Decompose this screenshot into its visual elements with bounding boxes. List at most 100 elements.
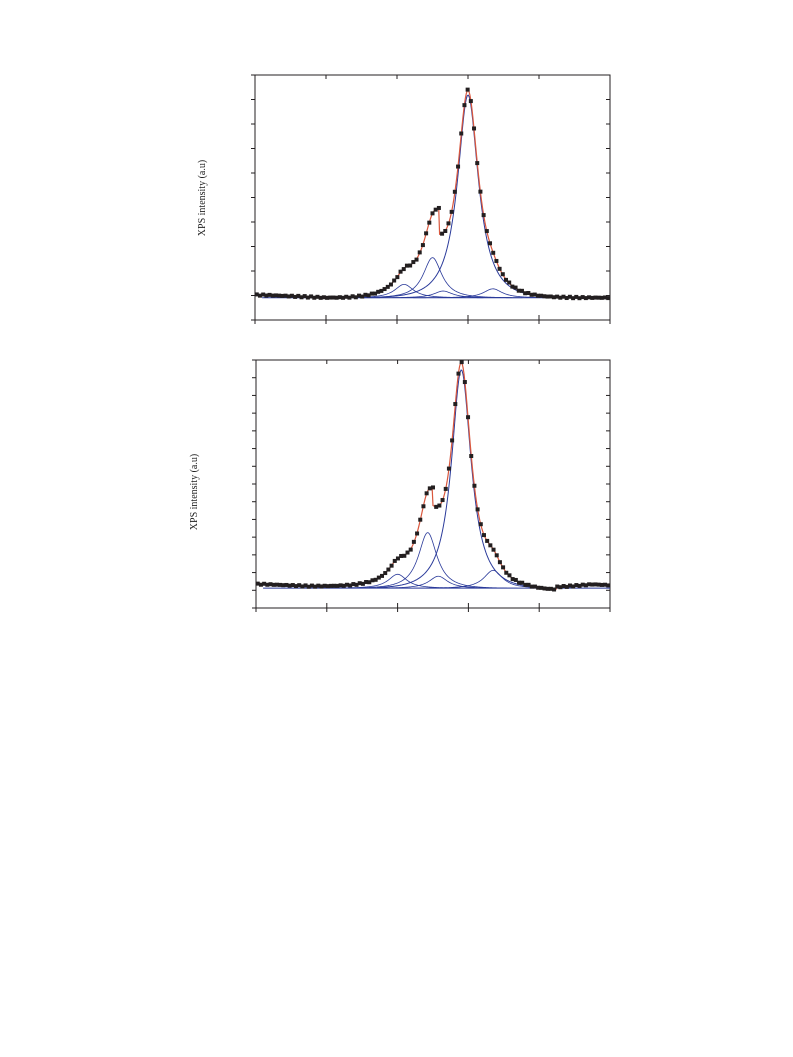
data-point — [603, 582, 608, 587]
data-point — [337, 295, 342, 300]
data-point — [551, 295, 556, 300]
data-point — [545, 586, 550, 591]
data-point — [267, 292, 272, 297]
data-point — [449, 209, 454, 214]
data-point — [590, 582, 595, 587]
data-point — [535, 293, 540, 298]
data-point — [309, 583, 314, 588]
data-point — [548, 294, 553, 299]
data-point — [344, 294, 349, 299]
data-point — [274, 582, 279, 587]
data-point — [408, 263, 413, 268]
data-point — [431, 485, 435, 490]
data-point — [357, 293, 362, 298]
data-point — [385, 284, 390, 289]
data-point — [402, 553, 407, 558]
data-point — [392, 558, 397, 563]
data-point — [574, 294, 579, 299]
data-point — [510, 284, 515, 289]
data-point — [262, 581, 267, 586]
data-point — [433, 207, 438, 212]
data-point — [370, 578, 375, 583]
component-curve — [352, 257, 512, 299]
data-point — [306, 584, 311, 589]
top-panel: XPS intensity (a.u) — [197, 74, 611, 324]
data-point — [294, 584, 298, 589]
data-point — [354, 582, 359, 587]
data-point — [316, 583, 321, 588]
data-point — [334, 295, 339, 300]
data-point — [293, 294, 298, 299]
data-point — [456, 164, 461, 169]
data-point — [539, 293, 544, 298]
data-point — [357, 581, 362, 586]
data-point — [399, 553, 404, 558]
data-point — [369, 291, 374, 296]
data-point — [300, 584, 305, 589]
data-point — [255, 581, 260, 586]
data-point — [526, 582, 531, 587]
data-point — [465, 87, 470, 92]
data-point — [258, 582, 263, 587]
data-point — [529, 584, 534, 589]
data-point — [347, 295, 352, 300]
data-point — [312, 295, 317, 300]
data-point — [555, 584, 560, 589]
data-point — [542, 294, 547, 299]
data-point — [574, 583, 579, 588]
data-point — [322, 583, 327, 588]
data-point — [353, 295, 358, 300]
data-point — [466, 415, 471, 420]
data-point — [344, 582, 349, 587]
data-point — [287, 583, 292, 588]
data-point — [313, 584, 318, 589]
data-point — [583, 583, 588, 588]
data-point — [536, 585, 541, 590]
data-point — [567, 294, 572, 299]
data-point — [603, 295, 608, 300]
data-point — [273, 293, 278, 298]
data-point — [404, 263, 409, 268]
data-point — [321, 295, 326, 300]
data-point — [386, 567, 391, 572]
data-point — [440, 231, 445, 236]
data-point — [590, 295, 595, 300]
data-point — [532, 292, 537, 297]
data-point — [430, 211, 435, 216]
data-point — [389, 563, 394, 568]
data-point — [420, 243, 425, 248]
plot-frame — [254, 74, 611, 321]
data-point — [388, 282, 393, 287]
data-point — [411, 539, 416, 544]
data-point — [593, 582, 598, 587]
data-point — [341, 583, 346, 588]
data-point — [478, 522, 483, 527]
data-point — [587, 295, 592, 300]
data-point — [332, 583, 337, 588]
data-point — [329, 583, 334, 588]
data-point — [366, 293, 371, 298]
data-point — [415, 531, 420, 536]
data-point — [488, 543, 493, 548]
data-point — [491, 250, 496, 255]
data-point — [360, 294, 365, 299]
data-point — [519, 288, 524, 293]
data-point — [271, 582, 276, 587]
data-point — [459, 360, 464, 365]
data-point — [478, 189, 483, 194]
data-point — [475, 161, 480, 166]
data-point — [507, 573, 512, 578]
data-point — [497, 560, 502, 565]
component-curve — [413, 569, 573, 589]
data-point — [335, 583, 340, 588]
data-point — [405, 550, 410, 555]
data-point — [436, 205, 441, 210]
data-point — [421, 504, 426, 509]
data-point — [380, 573, 385, 578]
data-point — [497, 266, 502, 271]
data-point — [348, 583, 353, 588]
component-curve — [348, 532, 507, 589]
data-point — [468, 99, 473, 104]
data-point — [398, 269, 403, 274]
data-point — [286, 294, 291, 299]
